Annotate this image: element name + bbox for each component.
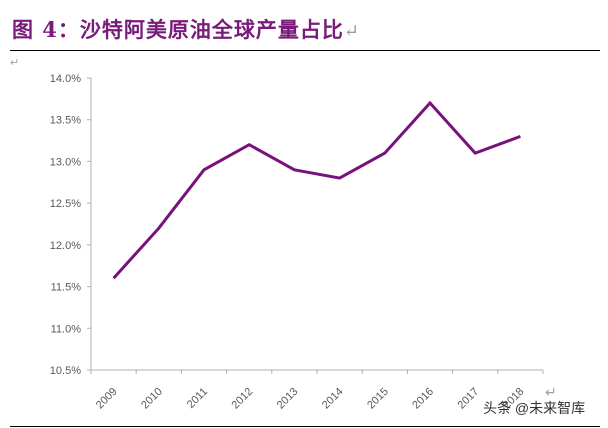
watermark: 头条 @未来智库 bbox=[483, 400, 586, 416]
top-rule bbox=[10, 50, 600, 51]
y-tick-label: 10.5% bbox=[50, 365, 81, 377]
y-tick-label: 11.5% bbox=[51, 282, 82, 294]
y-tick-label: 13.5% bbox=[50, 115, 81, 127]
x-tick-label: 2016 bbox=[410, 386, 436, 412]
x-tick-label: 2014 bbox=[320, 386, 346, 412]
y-tick-label: 11.0% bbox=[51, 323, 82, 335]
bottom-rule bbox=[10, 426, 600, 427]
figure-title-text: 图 4：沙特阿美原油全球产量占比 bbox=[12, 17, 344, 42]
x-tick-label: 2009 bbox=[94, 386, 120, 412]
data-line bbox=[112, 100, 521, 280]
x-tick-label: 2011 bbox=[185, 386, 210, 411]
x-tick-label: 2012 bbox=[230, 386, 256, 412]
x-tick-label: 2010 bbox=[139, 386, 165, 412]
figure-title: 图 4：沙特阿美原油全球产量占比↵ bbox=[12, 14, 360, 44]
y-tick-label: 14.0% bbox=[50, 73, 81, 85]
x-tick-label: 2013 bbox=[275, 386, 301, 412]
y-tick-label: 12.0% bbox=[50, 240, 81, 252]
return-mark-icon: ↵ bbox=[10, 57, 20, 69]
return-mark-icon: ↵ bbox=[545, 384, 557, 400]
y-tick-label: 12.5% bbox=[50, 198, 81, 210]
x-tick-label: 2017 bbox=[456, 386, 482, 412]
y-tick-label: 13.0% bbox=[50, 156, 81, 168]
return-mark-icon: ↵ bbox=[343, 21, 361, 42]
x-tick-label: 2015 bbox=[365, 386, 391, 412]
